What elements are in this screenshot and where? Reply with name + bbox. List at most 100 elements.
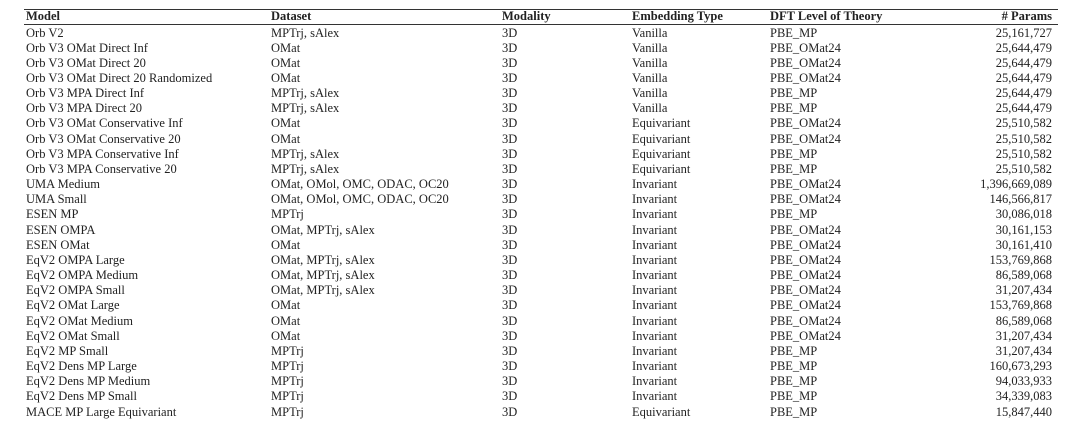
table-cell: EqV2 Dens MP Small — [26, 389, 137, 404]
table-cell: EqV2 OMPA Large — [26, 252, 125, 267]
table-cell: 146,566,817 — [989, 192, 1053, 207]
table-cell: OMat, MPTrj, sAlex — [271, 252, 375, 267]
table-cell: 94,033,933 — [995, 374, 1052, 389]
table-cell: Orb V3 MPA Direct 20 — [26, 101, 142, 116]
header-cell: # Params — [1001, 9, 1052, 23]
table-cell: Orb V3 OMat Direct Inf — [26, 40, 148, 55]
table-cell: 86,589,068 — [995, 313, 1052, 328]
table-cell: Equivariant — [632, 161, 691, 176]
table-cell: Invariant — [632, 283, 678, 298]
table-cell: Orb V3 OMat Direct 20 — [26, 55, 146, 70]
table-cell: Invariant — [632, 192, 678, 207]
table-cell: PBE_MP — [770, 374, 818, 389]
table-cell: PBE_OMat24 — [770, 298, 841, 313]
table-cell: 3D — [502, 389, 518, 404]
table-cell: PBE_MP — [770, 146, 818, 161]
table-cell: ESEN OMat — [26, 237, 90, 252]
table-cell: PBE_OMat24 — [770, 268, 841, 283]
table-cell: 30,161,410 — [995, 237, 1052, 252]
table-cell: 34,339,083 — [995, 389, 1052, 404]
table-cell: MPTrj — [271, 359, 304, 374]
table-cell: PBE_MP — [770, 161, 818, 176]
table-cell: MPTrj, sAlex — [271, 101, 340, 116]
table-cell: PBE_OMat24 — [770, 237, 841, 252]
table-cell: EqV2 OMat Small — [26, 328, 120, 343]
table-cell: 31,207,434 — [995, 283, 1052, 298]
table-cell: Invariant — [632, 359, 678, 374]
table-cell: MPTrj, sAlex — [271, 25, 340, 40]
table-cell: 3D — [502, 86, 518, 101]
table-cell: EqV2 MP Small — [26, 343, 109, 358]
table-cell: Vanilla — [632, 101, 668, 116]
table-cell: 25,644,479 — [995, 55, 1052, 70]
table-cell: Invariant — [632, 298, 678, 313]
table-cell: Vanilla — [632, 40, 668, 55]
table-cell: Orb V3 OMat Direct 20 Randomized — [26, 70, 213, 85]
table-cell: Invariant — [632, 207, 678, 222]
table-cell: Invariant — [632, 343, 678, 358]
top-rule — [24, 9, 1058, 10]
table-cell: PBE_OMat24 — [770, 252, 841, 267]
table-cell: 3D — [502, 131, 518, 146]
table-cell: 25,644,479 — [995, 101, 1052, 116]
table-cell: 3D — [502, 298, 518, 313]
table-cell: 3D — [502, 222, 518, 237]
table-cell: Invariant — [632, 268, 678, 283]
table-cell: Invariant — [632, 252, 678, 267]
table-cell: 25,510,582 — [995, 161, 1052, 176]
table-cell: EqV2 Dens MP Medium — [26, 374, 151, 389]
table-cell: Orb V3 MPA Conservative 20 — [26, 161, 177, 176]
table-cell: PBE_OMat24 — [770, 40, 841, 55]
table-cell: PBE_OMat24 — [770, 55, 841, 70]
table-cell: EqV2 OMat Large — [26, 298, 120, 313]
table-cell: MPTrj — [271, 374, 304, 389]
table-cell: EqV2 OMPA Small — [26, 283, 125, 298]
table-cell: Equivariant — [632, 146, 691, 161]
table-cell: 30,086,018 — [995, 207, 1052, 222]
table-cell: PBE_MP — [770, 359, 818, 374]
table-cell: PBE_OMat24 — [770, 313, 841, 328]
table-cell: 3D — [502, 116, 518, 131]
table-cell: 3D — [502, 161, 518, 176]
table-cell: PBE_OMat24 — [770, 177, 841, 192]
table-cell: MPTrj, sAlex — [271, 146, 340, 161]
table-cell: 3D — [502, 192, 518, 207]
table-cell: 3D — [502, 328, 518, 343]
table-cell: OMat — [271, 116, 301, 131]
table-cell: EqV2 OMat Medium — [26, 313, 133, 328]
table-cell: Orb V2 — [26, 25, 64, 40]
table-cell: MPTrj — [271, 343, 304, 358]
header-cell: Modality — [502, 9, 551, 23]
table-cell: UMA Small — [26, 192, 87, 207]
table-cell: OMat, OMol, OMC, ODAC, OC20 — [271, 192, 449, 207]
table-cell: PBE_MP — [770, 86, 818, 101]
header-cell: Embedding Type — [632, 9, 723, 23]
table-cell: Equivariant — [632, 116, 691, 131]
table-cell: Orb V3 MPA Conservative Inf — [26, 146, 179, 161]
table-cell: OMat, MPTrj, sAlex — [271, 222, 375, 237]
table-cell: PBE_MP — [770, 404, 818, 419]
table-cell: 31,207,434 — [995, 343, 1052, 358]
table-cell: OMat — [271, 40, 301, 55]
table-cell: PBE_OMat24 — [770, 328, 841, 343]
table-cell: 25,510,582 — [995, 131, 1052, 146]
table-cell: 3D — [502, 70, 518, 85]
table-cell: MPTrj — [271, 389, 304, 404]
table-cell: Vanilla — [632, 86, 668, 101]
table-cell: PBE_OMat24 — [770, 131, 841, 146]
table-cell: 153,769,868 — [989, 252, 1053, 267]
table-cell: Invariant — [632, 328, 678, 343]
table-cell: 3D — [502, 237, 518, 252]
table-cell: 3D — [502, 374, 518, 389]
table-cell: 3D — [502, 313, 518, 328]
table-cell: Vanilla — [632, 70, 668, 85]
table-cell: OMat — [271, 131, 301, 146]
table-cell: UMA Medium — [26, 177, 100, 192]
table-cell: EqV2 OMPA Medium — [26, 268, 139, 283]
table-cell: 3D — [502, 359, 518, 374]
table-cell: 25,510,582 — [995, 116, 1052, 131]
table-cell: 15,847,440 — [995, 404, 1052, 419]
table-cell: ESEN MP — [26, 207, 79, 222]
table-cell: Equivariant — [632, 404, 691, 419]
